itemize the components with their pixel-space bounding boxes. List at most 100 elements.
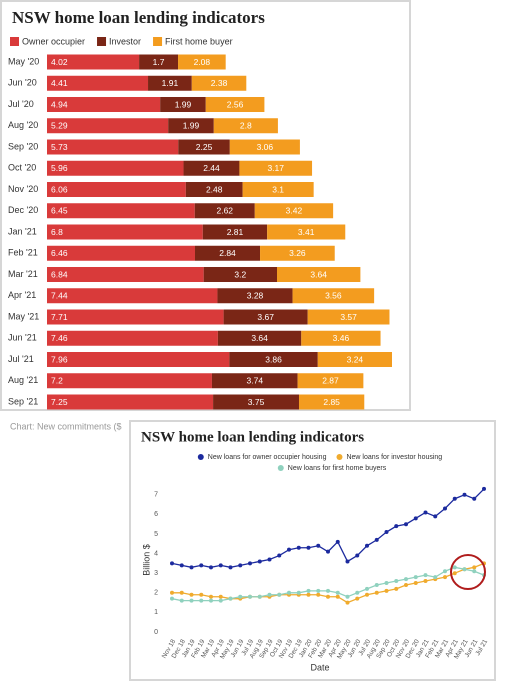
y-tick-label: 1 bbox=[154, 609, 158, 616]
bar-segment bbox=[317, 352, 392, 367]
point bbox=[384, 530, 389, 535]
value-label: 3.67 bbox=[257, 312, 274, 322]
chart-title: NSW home loan lending indicators bbox=[141, 429, 364, 445]
point bbox=[267, 557, 272, 562]
point bbox=[277, 553, 282, 558]
bar-segment bbox=[229, 352, 318, 367]
point bbox=[394, 586, 399, 591]
point bbox=[189, 598, 194, 603]
point bbox=[384, 588, 389, 593]
value-label: 2.85 bbox=[323, 397, 340, 407]
point bbox=[179, 590, 184, 595]
bar-segment bbox=[178, 139, 230, 155]
point bbox=[199, 592, 204, 597]
value-label: 1.91 bbox=[162, 78, 179, 88]
point bbox=[209, 565, 213, 570]
point bbox=[472, 496, 477, 501]
point bbox=[335, 539, 340, 544]
bar-segment bbox=[267, 224, 346, 240]
point bbox=[209, 594, 213, 599]
bar-segment bbox=[148, 75, 192, 91]
legend-label: Owner occupier bbox=[22, 36, 85, 46]
point bbox=[326, 588, 330, 593]
bar-segment bbox=[47, 352, 230, 367]
value-label: 2.48 bbox=[206, 184, 223, 194]
y-tick-label: 4 bbox=[154, 550, 158, 557]
value-label: 3.86 bbox=[265, 354, 282, 364]
point bbox=[316, 543, 321, 548]
bar-segment bbox=[194, 245, 261, 261]
point bbox=[423, 510, 428, 515]
point bbox=[472, 569, 477, 574]
value-label: 7.44 bbox=[51, 291, 68, 301]
value-label: 2.8 bbox=[240, 121, 252, 131]
y-tick-label: 2 bbox=[154, 590, 158, 597]
point bbox=[433, 575, 438, 580]
legend-marker bbox=[336, 454, 343, 460]
category-label: Jun '20 bbox=[8, 78, 37, 88]
value-label: 7.71 bbox=[51, 312, 68, 322]
point bbox=[218, 563, 223, 568]
value-label: 7.46 bbox=[51, 333, 68, 343]
point bbox=[306, 545, 311, 550]
bar-segment bbox=[223, 309, 308, 325]
y-tick-label: 7 bbox=[154, 492, 158, 499]
highlight-circle bbox=[450, 554, 486, 590]
point bbox=[277, 592, 282, 597]
value-label: 6.46 bbox=[51, 248, 68, 258]
point bbox=[209, 598, 213, 603]
legend-label: Investor bbox=[109, 36, 141, 46]
value-label: 6.84 bbox=[51, 269, 68, 279]
value-label: 3.64 bbox=[310, 269, 327, 279]
point bbox=[374, 590, 379, 595]
point bbox=[472, 565, 477, 570]
category-label: Sep '21 bbox=[8, 396, 38, 406]
category-label: May '20 bbox=[8, 56, 39, 66]
point bbox=[218, 594, 223, 599]
legend-label: New loans for investor housing bbox=[346, 454, 442, 461]
bar-segment bbox=[213, 118, 278, 134]
value-label: 3.17 bbox=[267, 163, 284, 173]
bar-segment bbox=[254, 203, 334, 219]
value-label: 3.74 bbox=[247, 376, 264, 386]
point bbox=[452, 496, 457, 501]
value-label: 3.41 bbox=[298, 227, 315, 237]
point bbox=[306, 592, 311, 597]
bar-segment bbox=[213, 394, 299, 410]
value-label: 3.75 bbox=[248, 397, 265, 407]
bar-segment bbox=[194, 203, 255, 219]
bar-segment bbox=[47, 203, 195, 219]
point bbox=[394, 524, 399, 529]
value-label: 3.28 bbox=[247, 291, 264, 301]
category-label: May '21 bbox=[8, 311, 39, 321]
bar-segment bbox=[202, 224, 268, 240]
point bbox=[316, 588, 321, 593]
value-label: 3.56 bbox=[325, 291, 342, 301]
bar-segment bbox=[47, 160, 184, 176]
legend-swatch bbox=[10, 37, 19, 46]
value-label: 2.87 bbox=[322, 376, 339, 386]
value-label: 2.44 bbox=[203, 163, 220, 173]
point bbox=[335, 594, 340, 599]
point bbox=[248, 561, 252, 566]
point bbox=[413, 516, 418, 521]
point bbox=[365, 543, 369, 548]
bar-segment bbox=[168, 118, 214, 134]
point bbox=[355, 590, 360, 595]
y-tick-label: 5 bbox=[154, 531, 158, 538]
bar-segment bbox=[47, 267, 204, 282]
point bbox=[335, 590, 340, 595]
bar-segment bbox=[178, 54, 226, 70]
legend-label: New loans for owner occupier housing bbox=[208, 454, 327, 461]
value-label: 3.42 bbox=[286, 206, 303, 216]
point bbox=[267, 592, 272, 597]
bar-segment bbox=[205, 97, 265, 112]
category-label: Aug '20 bbox=[8, 120, 38, 130]
chart-title: NSW home loan lending indicators bbox=[12, 8, 265, 27]
point bbox=[365, 592, 369, 597]
point bbox=[199, 563, 204, 568]
chart-note: Chart: New commitments ($ bbox=[10, 421, 122, 431]
category-label: Nov '20 bbox=[8, 184, 38, 194]
bar-segment bbox=[47, 245, 195, 261]
